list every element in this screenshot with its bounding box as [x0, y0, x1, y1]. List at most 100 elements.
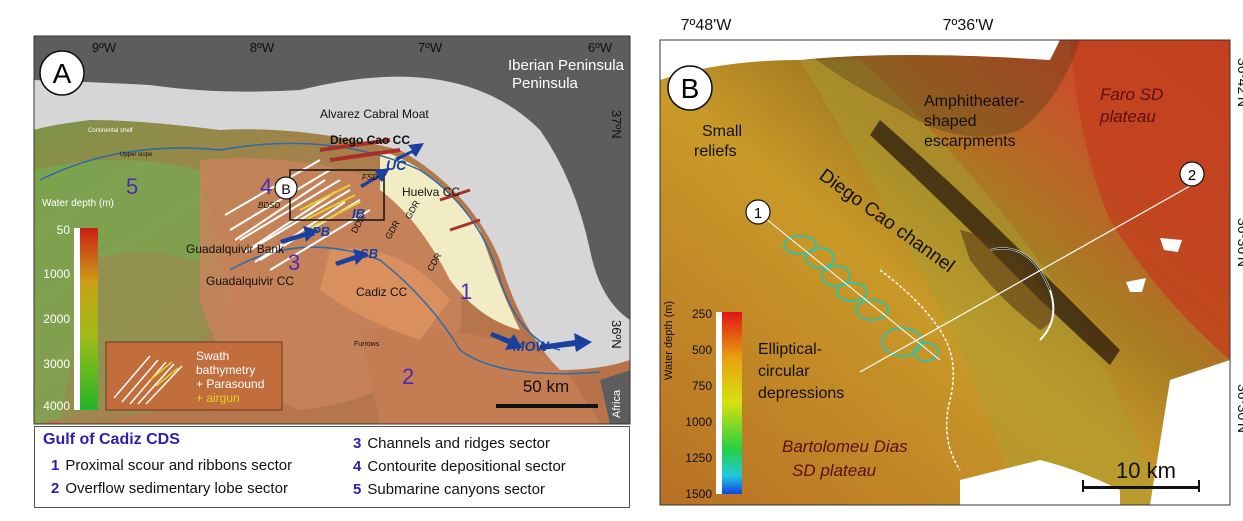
inset-marker: B [281, 181, 290, 197]
profile-marker: 2 [1188, 167, 1196, 184]
panel-b-map [660, 40, 1230, 505]
legend-item: 1 Proximal scour and ribbons sector [51, 457, 292, 474]
huelva-cc-label: Huelva CC [402, 185, 460, 199]
depth-tick: 500 [692, 343, 712, 357]
alvarez-cabral-label: Alvarez Cabral Moat [320, 107, 429, 121]
swath-legend: Swath bathymetry + Parasound + airgun [105, 341, 283, 411]
panel-a-letter: A [53, 58, 72, 89]
small-reliefs-label: Small [702, 123, 742, 140]
elliptical-label: Elliptical- [758, 341, 822, 358]
profile-line [859, 185, 1191, 373]
lon-label: 7ºW [418, 40, 443, 55]
depth-colorbar [722, 312, 742, 494]
amphitheater-label-2: shaped [924, 113, 977, 130]
lat-label: 36º30'N [1235, 384, 1243, 433]
lon-label: 8ºW [250, 40, 275, 55]
sector-legend: Gulf of Cadiz CDS 1 Proximal scour and ri… [34, 426, 630, 508]
depth-scale-title: Water depth (m) [42, 198, 114, 209]
guadalquivir-bank-label: Guadalquivir Bank [186, 242, 285, 256]
lon-label: 6ºW [588, 40, 613, 55]
sector-number: 2 [402, 364, 414, 389]
amphitheater-label: Amphitheater- [924, 93, 1025, 110]
legend-item-text: Channels and ridges sector [367, 435, 550, 452]
lat-label: 37ºN [609, 110, 624, 139]
lon-label: 9ºW [92, 40, 117, 55]
depth-tick: 1000 [685, 415, 712, 429]
scale-bar [1082, 486, 1200, 489]
panel-b-letter: B [681, 73, 700, 104]
depth-scale-title: Water depth (m) [663, 301, 675, 380]
elliptical-label-2: circular [758, 363, 810, 380]
depth-tick: 4000 [43, 399, 70, 413]
legend-item-number: 2 [51, 480, 60, 497]
depth-tick: 1500 [685, 487, 712, 501]
legend-item-text: Overflow sedimentary lobe sector [65, 480, 288, 497]
small-reliefs-label-2: reliefs [694, 143, 737, 160]
current-arrows [280, 143, 592, 352]
depth-tick: 3000 [43, 357, 70, 371]
bartolomeu-label: Bartolomeu Dias [782, 437, 908, 456]
swath-legend-text: Swath [196, 349, 229, 363]
legend-title: Gulf of Cadiz CDS [43, 431, 180, 448]
legend-item-text: Submarine canyons sector [367, 481, 545, 498]
current-label: IB [352, 206, 365, 221]
depth-colorbar [80, 228, 98, 410]
depth-tick: 2000 [43, 312, 70, 326]
lon-label: 7º48'W [681, 17, 733, 34]
guadalquivir-cc-label: Guadalquivir CC [206, 274, 294, 288]
depth-tick: 250 [692, 307, 712, 321]
bartolomeu-label-2: SD plateau [792, 461, 877, 480]
depth-tick: 50 [57, 223, 71, 237]
panel-a: A 9ºW 8ºW 7ºW 6ºW 37ºN 36ºN Iberian Peni… [33, 35, 631, 425]
region-label: Iberian Peninsula [508, 57, 625, 74]
profile-line [759, 213, 941, 361]
lon-label: 7º36'W [943, 17, 995, 34]
profile-marker: 1 [754, 205, 762, 222]
sector-number: 4 [260, 174, 272, 199]
cadiz-cc-label: Cadiz CC [356, 285, 408, 299]
legend-item-number: 4 [353, 458, 362, 475]
swath-legend-text: bathymetry [196, 363, 255, 377]
lat-label: 36ºN [609, 320, 624, 349]
furrows-label: Furrows [354, 341, 380, 348]
faro-plateau-label: Faro SD [1100, 85, 1163, 104]
panel-b: B 7º48'W 7º36'W 36º42'N 36º36'N 36º30'N … [659, 17, 1243, 506]
diego-cao-label: Diego Cao CC [330, 133, 410, 147]
current-label: SB [360, 246, 378, 261]
legend-item: 4 Contourite depositional sector [353, 458, 566, 475]
upper-slope-label: Upper slope [120, 152, 153, 158]
legend-item-number: 1 [51, 457, 60, 474]
legend-item-number: 3 [353, 435, 362, 452]
current-label: PB [312, 224, 330, 239]
continental-shelf-label: Continental shelf [88, 128, 133, 134]
fsd-label: FSD [362, 173, 378, 182]
depth-tick: 750 [692, 379, 712, 393]
bdsd-label: BDSD [258, 201, 280, 210]
legend-item-number: 5 [353, 481, 362, 498]
lat-label: 36º36'N [1235, 218, 1243, 267]
legend-item-text: Proximal scour and ribbons sector [65, 457, 293, 474]
scale-bar [496, 404, 598, 408]
amphitheater-label-3: escarpments [924, 133, 1016, 150]
elliptical-label-3: depressions [758, 385, 844, 402]
legend-item: 3 Channels and ridges sector [353, 435, 550, 452]
current-label: UC [386, 157, 407, 173]
legend-item: 5 Submarine canyons sector [353, 481, 545, 498]
depressions [783, 235, 939, 362]
africa-label: Africa [611, 389, 623, 418]
region-label-2: Peninsula [512, 75, 579, 92]
sector-number: 3 [288, 250, 300, 275]
lat-label: 36º42'N [1235, 58, 1243, 107]
scale-bar-label: 10 km [1116, 458, 1176, 483]
scale-bar-label: 50 km [523, 377, 569, 396]
sector-number: 1 [460, 279, 472, 304]
legend-item: 2 Overflow sedimentary lobe sector [51, 480, 288, 497]
current-label: MOW [513, 338, 551, 354]
depth-tick: 1000 [43, 267, 70, 281]
faro-plateau-label-2: plateau [1099, 107, 1156, 126]
swath-legend-text: + Parasound [196, 377, 264, 391]
legend-item-text: Contourite depositional sector [367, 458, 566, 475]
sector-number: 5 [126, 174, 138, 199]
depth-tick: 1250 [685, 451, 712, 465]
